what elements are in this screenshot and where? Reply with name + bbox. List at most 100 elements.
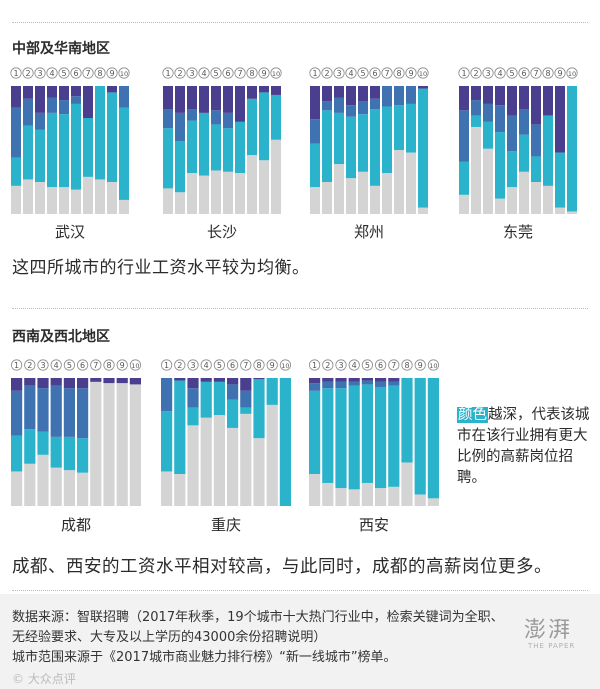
index-label: 8 (97, 69, 102, 78)
index-label: 9 (261, 69, 266, 78)
index-label: 6 (225, 69, 230, 78)
index-circle (333, 67, 345, 79)
bar-segment-level3 (346, 116, 356, 179)
bar-segment-level1 (418, 86, 428, 89)
index-circle (161, 359, 173, 371)
watermark: © 大众点评 (12, 672, 76, 686)
bar-segment-level2 (361, 380, 373, 385)
index-circle (388, 359, 400, 371)
source-line-2: 城市范围来源于《2017城市商业魅力排行榜》“新一线城市”榜单。 (12, 650, 397, 665)
bar-segment-level4 (50, 467, 62, 506)
bar-segment-level3 (459, 161, 469, 195)
bar-segment-level3 (361, 384, 373, 483)
index-circle (129, 359, 142, 371)
index-circle (361, 359, 374, 371)
bar-segment-level2 (471, 100, 481, 116)
index-circle (70, 67, 82, 79)
index-label: 7 (93, 361, 98, 370)
bar-segment-level3 (382, 106, 392, 174)
bar-segment-level3 (543, 115, 553, 186)
bar-segment-level1 (346, 86, 356, 106)
bar-segment-level2 (335, 381, 347, 389)
index-label: 7 (237, 69, 242, 78)
bar-segment-level3 (253, 379, 265, 439)
bar-segment-level1 (235, 86, 245, 122)
chart-svg: 1 2 3 4 5 6 7 8 9 10 (162, 67, 282, 214)
index-circle (210, 67, 222, 79)
index-label: 6 (521, 69, 526, 78)
brand-logo: 澎湃 (524, 618, 573, 643)
bar-segment-level1 (247, 86, 257, 99)
bar-segment-level4 (129, 384, 141, 506)
index-circle (566, 67, 578, 79)
bar-segment-level2 (187, 388, 199, 408)
index-circle (162, 67, 174, 79)
index-circle (266, 359, 278, 371)
index-circle (309, 67, 321, 79)
bar-segment-level1 (335, 378, 347, 382)
bar-segment-level4 (247, 155, 257, 214)
bar-segment-level1 (271, 86, 281, 95)
chart-chengdu: 1 2 3 4 5 6 7 8 9 10 (10, 358, 142, 508)
bar-segment-level3 (271, 94, 281, 140)
index-circle (63, 359, 76, 371)
bar-segment-level2 (334, 97, 344, 113)
bar-segment-level1 (459, 86, 469, 111)
bar-segment-level4 (59, 187, 69, 214)
bar-segment-level4 (483, 148, 493, 214)
bar-segment-level1 (348, 378, 360, 382)
bar-segment-level4 (116, 383, 128, 506)
bar-segment-level1 (11, 378, 23, 391)
bar-segment-level1 (71, 86, 81, 97)
index-circle (118, 67, 130, 79)
bar-segment-level4 (163, 188, 173, 214)
bar-segment-level2 (119, 86, 129, 108)
bar-segment-level4 (90, 381, 102, 506)
bar-segment-level1 (361, 378, 373, 381)
index-label: 2 (325, 361, 330, 370)
bar-segment-level3 (200, 381, 212, 418)
bar-segment-level4 (119, 199, 129, 214)
bar-segment-level2 (531, 124, 541, 157)
index-label: 6 (230, 361, 235, 370)
index-label: 5 (365, 361, 370, 370)
bar-segment-level1 (223, 86, 233, 113)
bar-segment-level2 (161, 378, 173, 412)
bar-segment-level4 (227, 427, 239, 506)
bar-segment-level4 (174, 474, 186, 506)
bar-segment-level4 (310, 187, 320, 214)
index-circle (542, 67, 554, 79)
bar-segment-level4 (388, 486, 400, 506)
chart-svg: 1 2 3 4 5 6 7 8 9 10 (309, 359, 440, 506)
index-label: 7 (384, 69, 389, 78)
index-circle (34, 67, 46, 79)
chart-dongguan: 1 2 3 4 5 6 7 8 9 10 (458, 66, 578, 216)
index-circle (240, 359, 252, 371)
bar-segment-level2 (322, 381, 334, 389)
section-title-central-south: 中部及华南地区 (12, 41, 110, 57)
index-circle (58, 67, 70, 79)
index-label: 4 (204, 361, 209, 370)
index-circle (106, 67, 118, 79)
bar-segment-level4 (322, 482, 334, 506)
bar-segment-level2 (459, 110, 469, 162)
bar-segment-level4 (361, 482, 373, 506)
middle-divider (12, 308, 588, 309)
index-circle (186, 67, 198, 79)
index-label: 3 (40, 361, 45, 370)
index-circle (174, 67, 186, 79)
bar-segment-level4 (11, 185, 21, 214)
bar-segment-level3 (427, 378, 439, 499)
bar-segment-level3 (77, 438, 89, 473)
index-label: 1 (164, 361, 169, 370)
bar-segment-level4 (240, 413, 252, 506)
bar-segment-level1 (77, 378, 89, 389)
index-circle (213, 359, 226, 371)
index-circle (10, 67, 22, 79)
index-label: 9 (418, 361, 423, 370)
bar-segment-level4 (47, 187, 57, 214)
index-label: 5 (360, 69, 365, 78)
bar-segment-level2 (358, 101, 368, 115)
index-label: 4 (49, 69, 54, 78)
bar-segment-level1 (227, 378, 239, 385)
